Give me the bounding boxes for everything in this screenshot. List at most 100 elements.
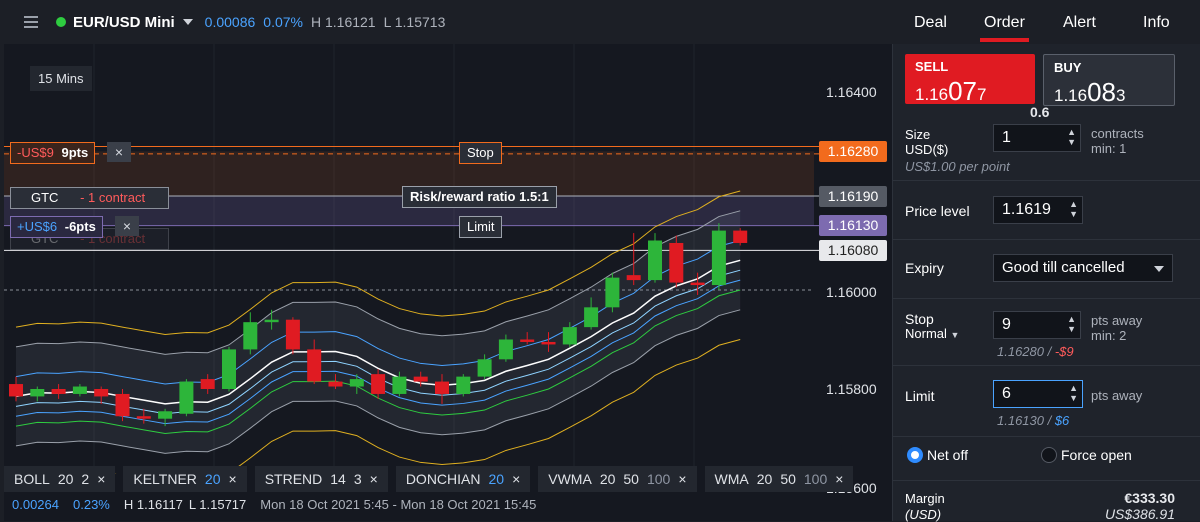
sell-price-pips: 07 [948, 76, 978, 106]
stop-value: 9 [1002, 316, 1011, 333]
bollinger-lower-line [15, 309, 741, 454]
sell-button[interactable]: SELL 1.16077 [905, 54, 1035, 106]
order-ticket: SELL 1.16077 BUY 1.16083 0.6 Size USD($)… [892, 44, 1200, 522]
header-high: H 1.16121 [310, 14, 376, 30]
limit-value: 6 [1002, 385, 1011, 402]
candle-up [456, 376, 471, 394]
remove-indicator-icon[interactable]: × [835, 471, 844, 487]
price-level-input[interactable]: 1.1619 ▲ ▼ [993, 196, 1083, 224]
candle-down [328, 381, 343, 387]
limit-price-tag: 1.16130 [819, 215, 887, 236]
instrument-name[interactable]: EUR/USD Mini [73, 13, 175, 31]
tab-order[interactable]: Order [980, 14, 1029, 42]
candle-down [115, 393, 130, 417]
size-min: min: 1 [1091, 141, 1127, 156]
indicator-chip[interactable]: WMA 20 50 100 × [704, 466, 854, 492]
buy-price: 1.16083 [1054, 77, 1125, 108]
candle-up [477, 359, 492, 377]
stepper-icon[interactable]: ▲ ▼ [1069, 199, 1078, 219]
indicator-param: 14 [330, 471, 346, 487]
indicator-name: BOLL [14, 471, 50, 487]
indicator-chip[interactable]: VWMA 20 50 100 × [538, 466, 697, 492]
close-stop-icon[interactable]: × [107, 142, 131, 162]
stepper-icon[interactable]: ▲ ▼ [1067, 127, 1076, 147]
stop-sub: 1.16280 / -$9 [997, 344, 1074, 359]
remove-indicator-icon[interactable]: × [228, 471, 237, 487]
limit-input[interactable]: 6 ▲ ▼ [993, 380, 1083, 408]
stop-loss-badge[interactable]: -US$9 9pts [10, 142, 96, 164]
candle-down [9, 384, 23, 397]
tab-alert[interactable]: Alert [1063, 14, 1096, 31]
price-axis-label: 1.16400 [826, 84, 877, 100]
net-off-label[interactable]: Net off [927, 447, 968, 463]
order-size-label: - 1 contract [80, 190, 146, 205]
candle-up [648, 240, 662, 281]
stop-line-label[interactable]: Stop [459, 142, 502, 164]
instrument-header: EUR/USD Mini 0.00086 0.07% H 1.16121 L 1… [0, 0, 892, 44]
candle-down [413, 376, 428, 382]
chevron-down-icon[interactable] [182, 19, 193, 25]
header-change-points: 0.00086 [204, 14, 256, 30]
candle-down [136, 416, 151, 419]
remove-indicator-icon[interactable]: × [97, 471, 106, 487]
limit-sub: 1.16130 / $6 [997, 413, 1069, 428]
indicator-chip[interactable]: DONCHIAN 20 × [395, 466, 531, 492]
wma-line [15, 259, 741, 405]
candle-down [690, 282, 705, 286]
sell-price-fraction: 7 [977, 85, 987, 104]
size-input[interactable]: 1 ▲ ▼ [993, 124, 1081, 152]
indicator-name: DONCHIAN [405, 471, 481, 487]
price-chart[interactable]: 15 Mins 1.16400 1.16000 1.15800 1.15600 … [4, 44, 892, 521]
stop-input[interactable]: 9 ▲ ▼ [993, 311, 1081, 339]
candle-up [498, 339, 513, 360]
remove-indicator-icon[interactable]: × [369, 471, 378, 487]
force-open-radio[interactable] [1041, 447, 1057, 463]
indicator-param: 20 [599, 471, 616, 487]
limit-sub-amount: $6 [1054, 413, 1070, 428]
expiry-select[interactable]: Good till cancelled [993, 254, 1173, 282]
chevron-down-icon: ▼ [950, 330, 960, 340]
remove-indicator-icon[interactable]: × [678, 471, 687, 487]
order-type-label: GTC [31, 190, 59, 205]
indicator-chip[interactable]: KELTNER 20 × [123, 466, 247, 492]
hamburger-menu-icon[interactable] [24, 16, 38, 28]
stop-sub-amount: -$9 [1054, 344, 1074, 359]
status-high: H 1.16117 [123, 497, 183, 512]
indicator-param: 2 [81, 471, 90, 487]
candle-up [349, 379, 364, 387]
header-low: L 1.15713 [383, 14, 446, 30]
stepper-icon[interactable]: ▲ ▼ [1067, 314, 1076, 334]
timeframe-selector[interactable]: 15 Mins [30, 66, 92, 91]
candle-down [626, 275, 641, 281]
candle-up [179, 381, 194, 414]
buy-button[interactable]: BUY 1.16083 [1043, 54, 1175, 108]
stop-type-select[interactable]: Normal ▼ [905, 326, 959, 341]
candle-up [605, 277, 620, 308]
tab-info[interactable]: Info [1143, 14, 1170, 31]
candle-down [371, 374, 386, 394]
indicator-param: 20 [57, 471, 74, 487]
candle-up [243, 322, 258, 350]
working-order-badge[interactable]: GTC - 1 contract [10, 187, 169, 209]
remove-indicator-icon[interactable]: × [512, 471, 521, 487]
limit-line-label[interactable]: Limit [459, 216, 503, 238]
indicator-param: 50 [623, 471, 639, 487]
candle-down [51, 389, 66, 394]
indicator-param: 20 [488, 471, 505, 487]
size-unit: contracts [1091, 126, 1144, 141]
tab-deal[interactable]: Deal [914, 14, 947, 31]
force-open-label[interactable]: Force open [1061, 447, 1132, 463]
header-change-percent: 0.07% [263, 14, 303, 30]
chart-canvas[interactable] [4, 44, 892, 474]
indicator-param: 3 [353, 471, 362, 487]
limit-gain-badge[interactable]: +US$6 -6pts [10, 216, 103, 238]
size-per-point: US$1.00 per point [905, 159, 1010, 174]
price-axis-label: 1.15800 [826, 381, 877, 397]
net-off-radio[interactable] [907, 447, 923, 463]
stepper-icon[interactable]: ▲ ▼ [1069, 383, 1078, 403]
indicator-chip[interactable]: BOLL 20 2 × [4, 466, 116, 492]
close-limit-icon[interactable]: × [115, 216, 139, 236]
margin-currency: (USD) [905, 507, 942, 522]
indicator-chip[interactable]: STREND 14 3 × [254, 466, 388, 492]
limit-gain-points: -6pts [64, 219, 96, 234]
